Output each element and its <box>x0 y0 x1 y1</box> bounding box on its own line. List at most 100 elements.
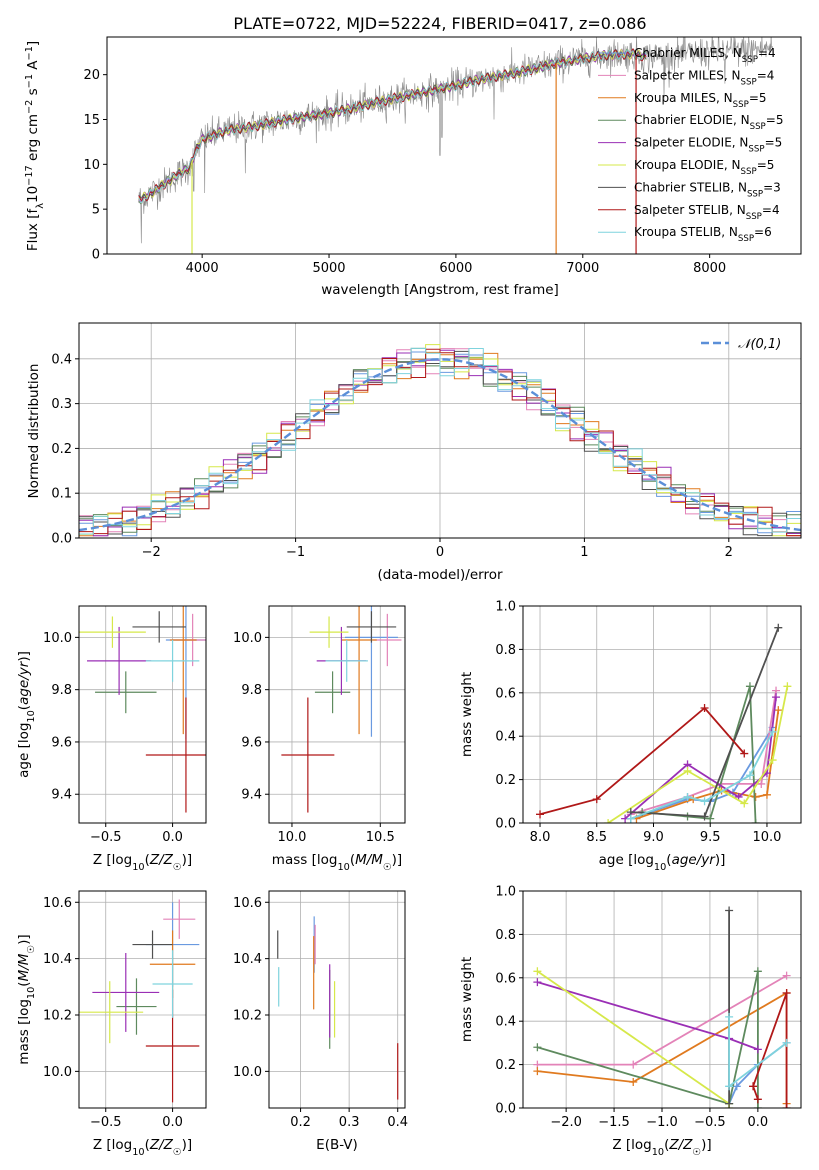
x-tick-label: 9.5 <box>700 830 721 845</box>
model-spectrum-salpeter_elodie <box>138 48 647 203</box>
x-tick-label: 1 <box>580 545 588 560</box>
x-tick-label: 2 <box>725 545 733 560</box>
series-chabrier_stelib <box>630 627 780 818</box>
marker-kroupa_elodie <box>768 756 777 765</box>
marker-kroupa_miles <box>533 1067 542 1076</box>
x-axis-label: Z [log10(Z/Z☉)] <box>93 852 192 873</box>
x-tick-label: 9.0 <box>643 830 664 845</box>
x-axis-label: Z [log10(Z/Z☉)] <box>93 1137 192 1158</box>
x-tick-label: −0.5 <box>90 1115 122 1130</box>
marker-salpeter_stelib <box>749 1082 758 1091</box>
y-tick-label: 0.8 <box>495 643 516 658</box>
legend-label: 𝒩(0,1) <box>738 337 781 352</box>
marker-salpeter_stelib <box>782 988 791 997</box>
y-tick-label: 1.0 <box>495 885 516 900</box>
marker-salpeter_stelib <box>740 749 749 758</box>
y-tick-label: 5 <box>92 203 100 218</box>
model-spectrum-kroupa_elodie <box>138 49 647 200</box>
y-tick-label: 10.0 <box>233 1065 262 1080</box>
y-axis-label: mass weight <box>459 672 475 757</box>
legend-label: Kroupa MILES, NSSP=5 <box>634 91 767 110</box>
marker-kroupa_stelib <box>626 814 635 823</box>
x-tick-label: 0 <box>436 545 444 560</box>
y-tick-label: 0.6 <box>495 686 516 701</box>
y-tick-label: 0.1 <box>51 487 72 502</box>
model-spectrum-salpeter_miles <box>138 48 647 202</box>
x-axis-label: E(B-V) <box>316 1137 358 1153</box>
marker-kroupa_miles <box>629 1077 638 1086</box>
y-tick-label: 0.0 <box>495 817 516 832</box>
model-spectrum-chabrier_miles <box>138 48 647 202</box>
marker-chabrier_stelib <box>725 906 734 915</box>
axes-frame <box>78 322 802 539</box>
y-tick-label: 0.6 <box>495 971 516 986</box>
x-tick-label: 10.5 <box>366 830 395 845</box>
panel-massweight-vs-Z: −2.0 −1.5 −1.0 −0.5 0.0 0.0 0.2 0.4 0.6 0.8 1.0 Z [… <box>459 885 802 1158</box>
y-tick-label: 9.8 <box>51 683 72 698</box>
marker-salpeter_stelib <box>700 703 709 712</box>
marker-salpeter_elodie <box>772 693 781 702</box>
marker-chabrier_elodie <box>753 1104 762 1108</box>
x-axis-label: wavelength [Angstrom, rest frame] <box>321 282 559 298</box>
marker-salpeter_stelib <box>536 810 545 819</box>
panel-residual-histogram: −2 −1 0 1 2 0.0 0.1 0.2 0.3 0.4 𝒩(0,1) (data-model)… <box>26 322 802 583</box>
x-tick-label: −1.0 <box>646 1115 678 1130</box>
x-tick-label: 0.3 <box>339 1115 360 1130</box>
axes-frame <box>106 36 802 255</box>
series-chabrier_elodie <box>642 686 757 823</box>
marker-salpeter_miles <box>629 1060 638 1069</box>
panel-spectrum: 4000 5000 6000 7000 8000 0 5 10 15 20 Chabrier MIL… <box>24 36 802 298</box>
y-axis-label: mass weight <box>459 957 475 1042</box>
x-axis-label: (data-model)/error <box>377 567 503 583</box>
marker-kroupa_elodie <box>683 766 692 775</box>
y-tick-label: 10.6 <box>43 896 72 911</box>
y-tick-label: 0.2 <box>495 1058 516 1073</box>
panel-age-vs-mass: 10.0 10.5 9.4 9.6 9.8 10.0 mass [log10(M/M☉)] <box>233 605 406 873</box>
marker-salpeter_miles <box>757 779 766 788</box>
marker-salpeter_stelib <box>592 795 601 804</box>
model-spectrum-kroupa_stelib <box>138 49 647 204</box>
axes-frame <box>268 890 406 1109</box>
y-tick-label: 0.2 <box>51 442 72 457</box>
y-tick-label: 10.4 <box>43 952 72 967</box>
legend-label: Chabrier STELIB, NSSP=3 <box>634 180 781 199</box>
x-tick-label: 0.0 <box>162 830 183 845</box>
x-tick-label: −1 <box>286 545 305 560</box>
y-tick-label: 9.8 <box>241 683 262 698</box>
x-tick-label: −0.5 <box>694 1115 726 1130</box>
x-tick-label: −1.5 <box>598 1115 630 1130</box>
histogram-kroupa_stelib <box>79 347 801 535</box>
model-spectrum-chabrier_elodie <box>138 48 647 205</box>
marker-chabrier_stelib <box>725 1099 734 1108</box>
x-tick-label: 10.0 <box>277 830 306 845</box>
marker-kroupa_miles <box>762 790 771 799</box>
x-tick-label: 0.0 <box>748 1115 769 1130</box>
plot-area <box>138 37 774 254</box>
x-tick-label: 4000 <box>186 261 219 276</box>
x-axis-label: Z [log10(Z/Z☉)] <box>612 1137 711 1158</box>
y-tick-label: 10.0 <box>43 1065 72 1080</box>
marker-chabrier_stelib <box>700 812 709 821</box>
series-salpeter_stelib <box>752 992 788 1108</box>
y-tick-label: 10.4 <box>233 952 262 967</box>
y-tick-label: 0.3 <box>51 397 72 412</box>
x-axis-label: age [log10(age/yr)] <box>599 852 726 873</box>
marker-kroupa_elodie <box>604 819 613 823</box>
panel-mass-vs-ebv: 0.2 0.3 0.4 10.0 10.2 10.4 10.6 E(B-V) <box>233 890 408 1153</box>
x-tick-label: 8.5 <box>586 830 607 845</box>
legend-label: Chabrier ELODIE, NSSP=5 <box>634 113 783 132</box>
marker-salpeter_stelib <box>782 1104 791 1108</box>
y-tick-label: 0 <box>92 248 100 263</box>
plot-area <box>79 606 206 813</box>
figure-title: PLATE=0722, MJD=52224, FIBERID=0417, z=0… <box>233 14 646 33</box>
x-tick-label: 10.0 <box>752 830 781 845</box>
legend-label: Salpeter MILES, NSSP=4 <box>634 68 774 87</box>
x-axis-label: mass [log10(M/M☉)] <box>272 852 402 873</box>
plot-area <box>277 916 399 1100</box>
panel-mass-vs-Z: −0.5 0.0 10.0 10.2 10.4 10.6 Z [log10(Z/Z☉)] ma… <box>16 890 207 1158</box>
marker-chabrier_miles <box>732 1082 741 1091</box>
marker-kroupa_miles <box>774 706 783 715</box>
y-tick-label: 10 <box>83 158 100 173</box>
y-tick-label: 0.0 <box>51 532 72 547</box>
